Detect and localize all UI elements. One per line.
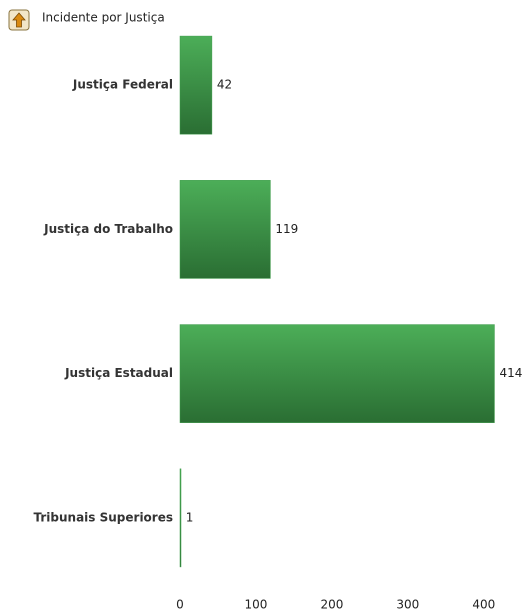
bar bbox=[179, 180, 271, 279]
y-tick-label: Justiça Federal bbox=[72, 78, 173, 92]
x-tick-label: 400 bbox=[472, 598, 495, 612]
bar bbox=[179, 468, 182, 568]
title-icon bbox=[8, 9, 30, 31]
chart-title: Incidente por Justiça bbox=[42, 11, 165, 25]
x-tick-label: 0 bbox=[176, 598, 184, 612]
value-label: 42 bbox=[217, 78, 232, 92]
bar bbox=[179, 35, 213, 135]
value-label: 119 bbox=[275, 222, 298, 236]
y-tick-label: Justiça do Trabalho bbox=[43, 222, 173, 236]
bar bbox=[179, 324, 495, 423]
x-tick-label: 100 bbox=[244, 598, 267, 612]
value-label: 414 bbox=[499, 366, 522, 380]
value-label: 1 bbox=[186, 510, 194, 524]
y-tick-label: Tribunais Superiores bbox=[34, 510, 174, 524]
x-tick-label: 300 bbox=[396, 598, 419, 612]
y-tick-label: Justiça Estadual bbox=[64, 366, 173, 380]
x-tick-label: 200 bbox=[320, 598, 343, 612]
